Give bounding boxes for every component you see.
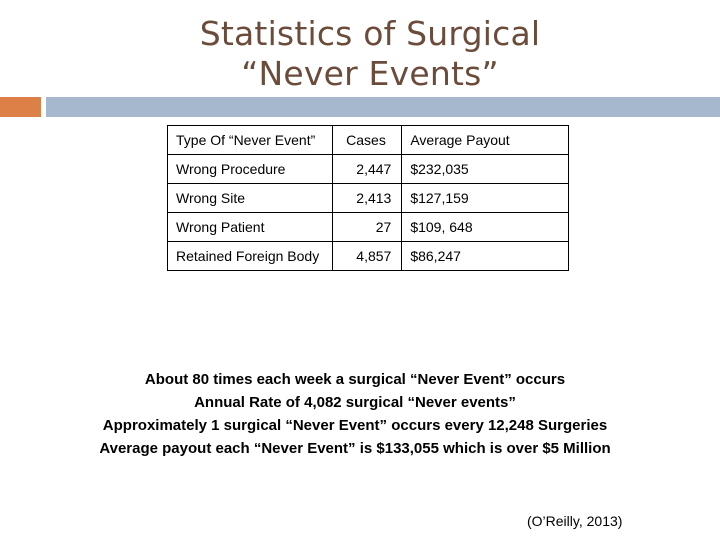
cell-type: Wrong Patient	[167, 212, 333, 242]
stat-line: About 80 times each week a surgical “Nev…	[144, 371, 566, 388]
cell-type: Wrong Procedure	[167, 154, 333, 184]
statistics-summary: About 80 times each week a surgical “Nev…	[0, 368, 710, 460]
stat-line: Annual Rate of 4,082 surgical “Never eve…	[194, 394, 516, 411]
cell-average-payout: $86,247	[401, 241, 569, 271]
cell-cases: 4,857	[331, 241, 403, 271]
accent-bar-blue	[46, 97, 720, 117]
slide-title-line-1: Statistics of Surgical	[199, 14, 541, 53]
cell-type: Retained Foreign Body	[167, 241, 333, 271]
cell-average-payout: $127,159	[401, 183, 569, 213]
table-row: Wrong Procedure 2,447 $232,035	[167, 154, 569, 184]
cell-cases: 2,447	[331, 154, 403, 184]
cell-average-payout: $232,035	[401, 154, 569, 184]
never-events-table: Type Of “Never Event” Cases Average Payo…	[167, 125, 569, 271]
table-row: Retained Foreign Body 4,857 $86,247	[167, 241, 569, 271]
stat-line: Approximately 1 surgical “Never Event” o…	[102, 417, 608, 434]
table-header-row: Type Of “Never Event” Cases Average Payo…	[167, 125, 569, 155]
cell-cases: 2,413	[331, 183, 403, 213]
header-cases: Cases	[331, 125, 403, 155]
table-row: Wrong Patient 27 $109, 648	[167, 212, 569, 242]
slide-title: Statistics of Surgical “Never Events”	[0, 14, 720, 94]
header-average-payout: Average Payout	[401, 125, 569, 155]
cell-average-payout: $109, 648	[401, 212, 569, 242]
cell-type: Wrong Site	[167, 183, 333, 213]
header-type: Type Of “Never Event”	[167, 125, 333, 155]
accent-bar-orange	[0, 97, 41, 117]
stat-line: Average payout each “Never Event” is $13…	[99, 440, 611, 457]
cell-cases: 27	[331, 212, 403, 242]
slide-title-line-2: “Never Events”	[241, 54, 499, 93]
table-row: Wrong Site 2,413 $127,159	[167, 183, 569, 213]
citation: (O’Reilly, 2013)	[527, 513, 623, 529]
